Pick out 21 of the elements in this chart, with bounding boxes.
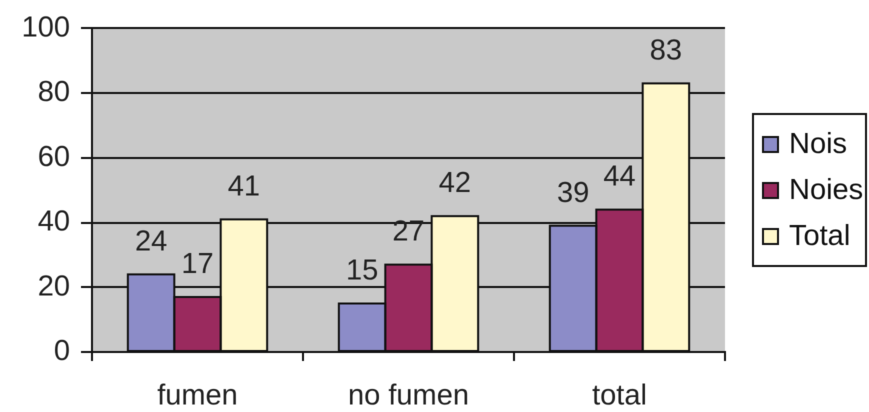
legend-label: Total bbox=[789, 220, 850, 252]
y-tick-label: 0 bbox=[54, 335, 70, 367]
data-label: 27 bbox=[392, 216, 425, 248]
y-tick-label: 80 bbox=[38, 76, 70, 108]
data-label: 17 bbox=[181, 248, 214, 280]
x-tick-label: total bbox=[592, 379, 647, 412]
x-tick-label: no fumen bbox=[348, 379, 469, 412]
data-label: 83 bbox=[650, 34, 682, 66]
y-tick-label: 60 bbox=[38, 140, 70, 173]
y-tick-label: 40 bbox=[38, 206, 70, 238]
data-label: 41 bbox=[228, 170, 260, 202]
data-label: 42 bbox=[438, 167, 472, 200]
legend-label: Nois bbox=[789, 128, 848, 160]
y-tick-label: 100 bbox=[22, 11, 70, 44]
data-label: 44 bbox=[603, 160, 636, 193]
x-tick-label: fumen bbox=[157, 379, 238, 412]
data-label: 24 bbox=[134, 225, 168, 258]
legend-label: Noies bbox=[789, 174, 864, 206]
data-label: 15 bbox=[346, 254, 378, 286]
y-tick-label: 20 bbox=[38, 270, 70, 302]
data-label: 39 bbox=[556, 176, 590, 209]
